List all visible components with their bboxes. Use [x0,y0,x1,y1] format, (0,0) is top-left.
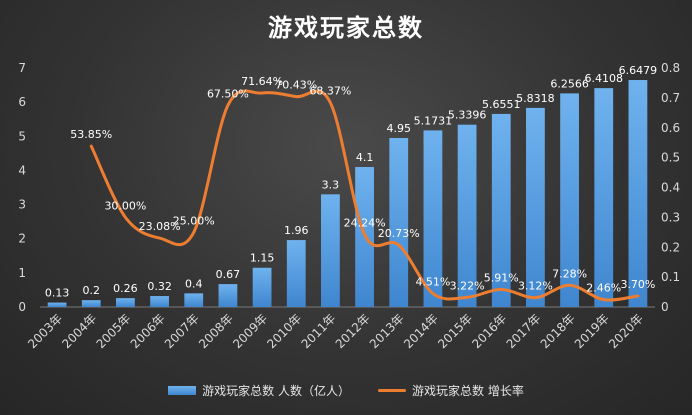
bar [560,93,579,307]
bar-data-label: 4.95 [387,122,412,135]
bar [457,124,477,308]
bar-data-label: 0.67 [216,268,241,281]
line-data-label: 25.00% [173,214,215,227]
line-data-label: 20.73% [378,227,420,240]
bar [81,300,101,307]
x-tick-label: 2008年 [196,311,236,351]
y-right-tick-label: 0.5 [661,151,680,165]
y-left-tick-label: 2 [18,232,26,246]
x-tick-label: 2016年 [469,311,509,351]
x-tick-label: 2017年 [504,311,544,351]
bar-data-label: 0.4 [185,277,203,290]
y-left-tick-label: 0 [18,300,26,314]
x-tick-label: 2019年 [572,311,612,351]
y-right-tick-label: 0.7 [661,91,680,105]
y-left-tick-label: 1 [18,266,26,280]
bar-data-label: 5.8318 [516,92,555,105]
bar-data-label: 3.3 [322,178,340,191]
y-left-tick-label: 6 [18,95,26,109]
x-tick-label: 2005年 [94,311,134,351]
bar-data-label: 0.13 [45,287,70,300]
x-tick-label: 2011年 [299,311,339,351]
bar-data-label: 1.96 [284,224,309,237]
legend-swatch-bar [168,385,197,395]
legend-label-bar: 游戏玩家总数 人数（亿人） [202,383,350,398]
line-data-label: 23.08% [139,220,181,233]
line-data-label: 30.00% [104,199,146,212]
line-data-label: 24.24% [344,217,386,230]
x-tick-label: 2020年 [606,311,646,351]
bar [423,130,443,307]
bar-data-label: 5.3396 [448,109,487,122]
chart-legend: 游戏玩家总数 人数（亿人） 游戏玩家总数 增长率 [0,378,692,402]
x-tick-label: 2004年 [59,311,99,351]
x-tick-label: 2010年 [264,311,304,351]
bar-data-label: 6.4108 [585,72,624,85]
line-data-label: 4.51% [415,276,450,289]
y-left-tick-label: 7 [18,61,26,75]
bar [47,302,67,307]
line-data-label: 67.50% [207,87,249,100]
y-right-tick-label: 0.4 [661,181,680,195]
line-data-label: 2.46% [586,282,621,295]
bar-data-label: 4.1 [356,151,374,164]
x-tick-label: 2018年 [538,311,578,351]
bar [218,284,238,307]
y-right-tick-label: 0.3 [661,210,680,224]
legend-label-line: 游戏玩家总数 增长率 [412,383,524,398]
bar [184,293,204,307]
line-data-label: 3.12% [518,280,553,293]
line-data-label: 7.28% [552,267,587,280]
x-tick-label: 2006年 [128,311,168,351]
bar [321,194,340,307]
bar-data-label: 0.32 [147,280,172,293]
line-data-label: 3.22% [450,279,485,292]
growth-rate-line [89,89,640,302]
bar-data-label: 5.6551 [482,98,521,111]
line-data-label: 53.85% [70,128,112,141]
bar [491,113,511,307]
y-right-tick-label: 0.1 [661,270,680,284]
y-right-tick-label: 0 [661,300,669,314]
y-right-tick-label: 0.6 [661,121,680,135]
x-tick-label: 2015年 [435,311,475,351]
bar [116,298,135,307]
legend-item-line: 游戏玩家总数 增长率 [378,382,524,399]
bar [594,88,614,307]
legend-swatch-line [378,388,406,392]
bar [150,296,169,307]
bar-data-label: 5.1731 [414,114,453,127]
bar [628,80,648,307]
line-data-label: 68.37% [309,85,351,98]
line-data-label: 70.43% [275,79,317,92]
line-data-label: 3.70% [620,278,655,291]
y-right-tick-label: 0.2 [661,240,680,254]
x-tick-label: 2003年 [25,311,65,351]
bar-data-label: 0.26 [113,282,138,295]
legend-item-bar: 游戏玩家总数 人数（亿人） [168,382,350,399]
x-tick-label: 2009年 [230,311,270,351]
x-tick-label: 2014年 [401,311,441,351]
bar [389,137,409,307]
bar-data-label: 0.2 [83,284,101,297]
y-left-tick-label: 3 [18,198,26,212]
line-data-label: 71.64% [241,75,283,88]
bar-data-label: 6.6479 [619,64,658,77]
bar [252,267,272,307]
x-tick-label: 2012年 [333,311,373,351]
x-tick-label: 2007年 [162,311,202,351]
line-data-label: 5.91% [484,271,519,284]
bar-data-label: 6.2566 [550,77,589,90]
bar [526,107,545,308]
y-left-tick-label: 5 [18,129,26,143]
x-tick-label: 2013年 [367,311,407,351]
bar-data-label: 1.15 [250,252,275,265]
y-right-tick-label: 0.8 [661,61,680,75]
chart-title: 游戏玩家总数 [268,14,424,42]
y-left-tick-label: 4 [18,163,26,177]
bar [286,240,306,307]
